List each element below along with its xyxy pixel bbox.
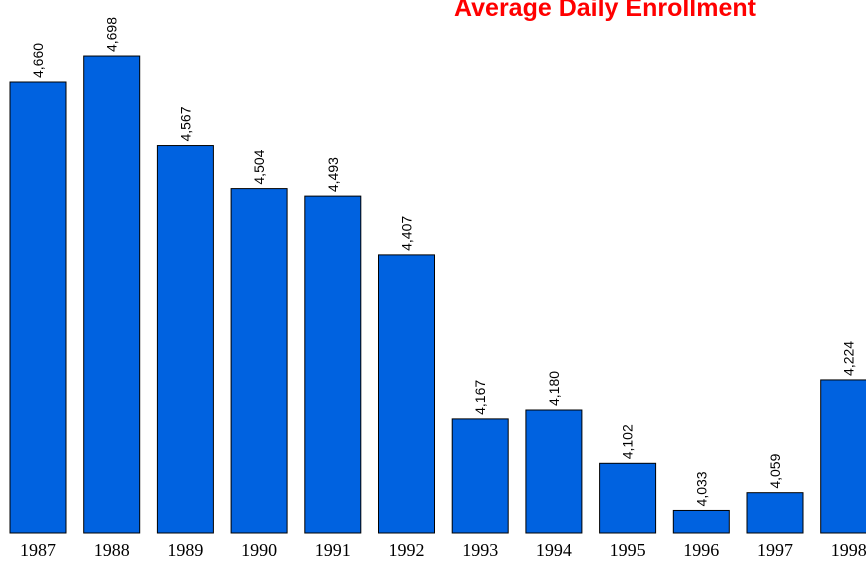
- x-tick-label: 1996: [683, 540, 719, 560]
- x-tick-label: 1992: [389, 540, 425, 560]
- value-label: 4,102: [620, 424, 636, 459]
- value-label: 4,224: [841, 341, 857, 376]
- value-label: 4,493: [325, 157, 341, 192]
- value-label: 4,180: [546, 371, 562, 406]
- value-label: 4,660: [30, 43, 46, 78]
- x-tick-label: 1993: [462, 540, 498, 560]
- bar: [378, 254, 435, 534]
- bar: [230, 188, 288, 534]
- x-tick-label: 1988: [94, 540, 130, 560]
- x-tick-label: 1997: [757, 540, 793, 560]
- bar: [820, 379, 866, 534]
- bar: [599, 462, 657, 534]
- bar: [451, 418, 509, 534]
- value-label: 4,407: [399, 216, 415, 251]
- value-label: 4,698: [104, 17, 120, 52]
- bar: [672, 509, 730, 534]
- bar: [9, 81, 67, 534]
- value-label: 4,567: [177, 106, 193, 141]
- x-tick-label: 1994: [536, 540, 572, 560]
- value-label: 4,504: [251, 149, 267, 184]
- bar: [304, 195, 362, 534]
- bar: [156, 145, 214, 534]
- bar: [746, 492, 804, 534]
- value-label: 4,059: [767, 453, 783, 488]
- x-tick-label: 1998: [831, 540, 866, 560]
- chart-title: Average Daily Enrollment: [454, 0, 757, 22]
- x-tick-label: 1990: [241, 540, 277, 560]
- bar: [525, 409, 583, 534]
- x-tick-label: 1991: [315, 540, 351, 560]
- value-label: 4,033: [693, 471, 709, 506]
- bar: [83, 55, 141, 534]
- x-tick-label: 1989: [167, 540, 203, 560]
- value-label: 4,167: [472, 380, 488, 415]
- x-tick-label: 1987: [20, 540, 56, 560]
- x-tick-label: 1995: [610, 540, 646, 560]
